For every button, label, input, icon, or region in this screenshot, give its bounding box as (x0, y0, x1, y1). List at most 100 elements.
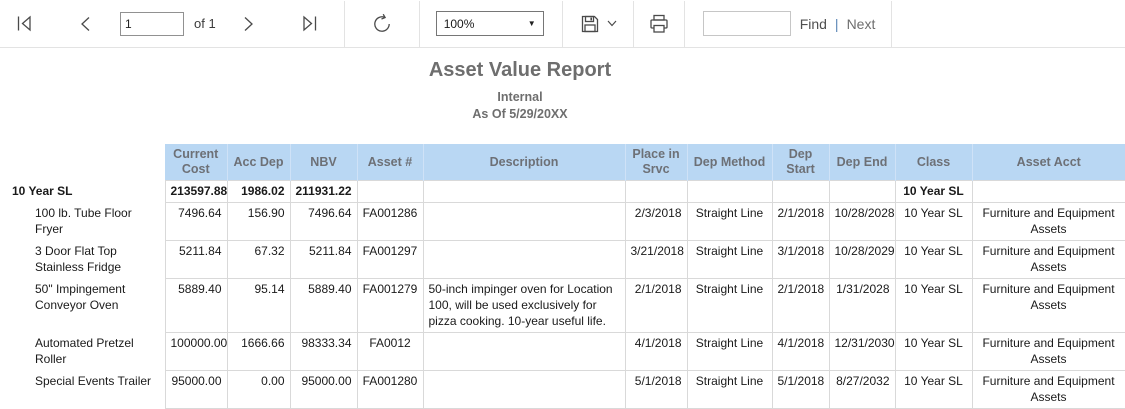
cell-class: 10 Year SL (894, 240, 973, 279)
export-button[interactable] (571, 1, 627, 47)
column-header: Asset # (357, 144, 424, 181)
asset-name: 100 lb. Tube Floor Fryer (35, 205, 132, 236)
row-label-column-header (0, 144, 165, 181)
refresh-button[interactable] (345, 1, 419, 47)
asset-name: Automated Pretzel Roller (35, 335, 134, 366)
group-label: 10 Year SL (12, 183, 73, 198)
find-next-link[interactable]: Next (846, 15, 876, 32)
group-total-row: 10 Year SL 213597.88 1986.02 211931.22 10 Ye… (0, 180, 1125, 203)
cell-acc-dep: 1666.66 (226, 332, 291, 371)
group-acc-dep: 1986.02 (226, 180, 291, 203)
cell-dep-end: 10/28/2029 (828, 240, 896, 279)
column-header: Place in Srvc (625, 144, 688, 181)
cell-current-cost: 5211.84 (164, 240, 228, 279)
cell-acc-dep: 67.32 (226, 240, 291, 279)
cell-dep-end: 1/31/2028 (828, 278, 896, 333)
report-toolbar: of 1 100% ▼ (0, 0, 1125, 48)
asset-name: 3 Door Flat Top Stainless Fridge (35, 243, 122, 274)
report-header: Asset Value Report Internal As Of 5/29/2… (0, 59, 1040, 123)
previous-page-button[interactable] (66, 1, 106, 47)
group-empty-place-in-srvc (624, 180, 688, 203)
last-page-button[interactable] (290, 1, 330, 47)
group-empty-description (422, 180, 626, 203)
table-header-row: Current Cost Acc Dep NBV Asset # Description… (0, 144, 1125, 181)
cell-dep-start: 4/1/2018 (771, 332, 830, 371)
report-subtitle-internal: Internal (497, 90, 543, 104)
printer-icon (650, 14, 668, 33)
cell-asset-acct: Furniture and Equipment Assets (971, 240, 1125, 279)
chevron-down-icon (607, 20, 617, 27)
toolbar-separator (683, 0, 685, 47)
cell-place-in-srvc: 2/1/2018 (624, 278, 688, 333)
cell-dep-method: Straight Line (686, 240, 773, 279)
cell-asset-num: FA001286 (356, 202, 424, 241)
cell-nbv: 7496.64 (289, 202, 358, 241)
group-empty-dep-method (686, 180, 773, 203)
dropdown-caret-icon: ▼ (527, 19, 536, 28)
cell-asset-acct: Furniture and Equipment Assets (971, 278, 1125, 333)
cell-dep-method: Straight Line (686, 332, 773, 371)
cell-asset-num: FA001279 (356, 278, 424, 333)
column-header: NBV (290, 144, 358, 181)
print-button[interactable] (634, 1, 684, 47)
next-page-button[interactable] (228, 1, 268, 47)
cell-class: 10 Year SL (894, 332, 973, 371)
cell-current-cost: 100000.00 (164, 332, 228, 371)
column-header: Description (423, 144, 626, 181)
column-header: Asset Acct (972, 144, 1125, 181)
cell-dep-end: 12/31/2030 (828, 332, 896, 371)
cell-class: 10 Year SL (894, 278, 973, 333)
asset-value-table: Current Cost Acc Dep NBV Asset # Description… (0, 144, 1125, 409)
report-body: Asset Value Report Internal As Of 5/29/2… (0, 59, 1125, 409)
cell-nbv: 5211.84 (289, 240, 358, 279)
toolbar-separator (632, 0, 634, 47)
cell-description (422, 240, 626, 279)
group-class: 10 Year SL (894, 180, 973, 203)
group-empty-asset-num (356, 180, 424, 203)
column-header: Class (895, 144, 973, 181)
zoom-select[interactable]: 100% ▼ (435, 11, 544, 36)
column-header: Dep Start (772, 144, 830, 181)
column-header: Acc Dep (227, 144, 291, 181)
find-link[interactable]: Find (799, 15, 827, 32)
toolbar-separator (343, 0, 345, 47)
chevron-right-icon (244, 16, 253, 31)
first-page-button[interactable] (4, 1, 44, 47)
cell-dep-start: 3/1/2018 (771, 240, 830, 279)
cell-dep-end: 10/28/2028 (828, 202, 896, 241)
find-next-separator: | (834, 15, 839, 32)
asset-name: 50" Impingement Conveyor Oven (35, 281, 126, 312)
cell-description (422, 202, 626, 241)
toolbar-separator (561, 0, 563, 47)
table-row: 3 Door Flat Top Stainless Fridge 5211.84 6… (0, 240, 1125, 279)
cell-dep-start: 2/1/2018 (771, 278, 830, 333)
cell-nbv: 98333.34 (289, 332, 358, 371)
table-row: Automated Pretzel Roller 100000.00 1666.66… (0, 332, 1125, 371)
group-current-cost: 213597.88 (164, 180, 228, 203)
zoom-value: 100% (443, 16, 475, 31)
find-text-input[interactable] (702, 11, 791, 36)
toolbar-separator (418, 0, 420, 47)
table-row: 50" Impingement Conveyor Oven 5889.40 95.1… (0, 278, 1125, 333)
group-empty-asset-acct (971, 180, 1125, 203)
column-header: Current Cost (165, 144, 228, 181)
cell-asset-num: FA0012 (356, 332, 424, 371)
table-row: 100 lb. Tube Floor Fryer 7496.64 156.90 749… (0, 202, 1125, 241)
group-empty-dep-end (828, 180, 896, 203)
cell-acc-dep: 95.14 (226, 278, 291, 333)
group-nbv: 211931.22 (289, 180, 358, 203)
refresh-icon (373, 13, 390, 32)
report-subtitle-asof: As Of 5/29/20XX (472, 107, 568, 121)
page-number-input[interactable] (120, 11, 184, 36)
toolbar-separator (891, 0, 893, 47)
chevron-left-icon (81, 16, 90, 31)
last-page-icon (303, 15, 317, 32)
cell-asset-acct: Furniture and Equipment Assets (971, 202, 1125, 241)
cell-dep-method: Straight Line (686, 202, 773, 241)
cell-place-in-srvc: 3/21/2018 (624, 240, 688, 279)
first-page-icon (17, 15, 31, 32)
asset-name: Special Events Trailer (35, 373, 152, 388)
cell-description: 50-inch impinger oven for Location 100, … (422, 278, 626, 333)
cell-asset-num: FA001297 (356, 240, 424, 279)
group-empty-dep-start (771, 180, 830, 203)
